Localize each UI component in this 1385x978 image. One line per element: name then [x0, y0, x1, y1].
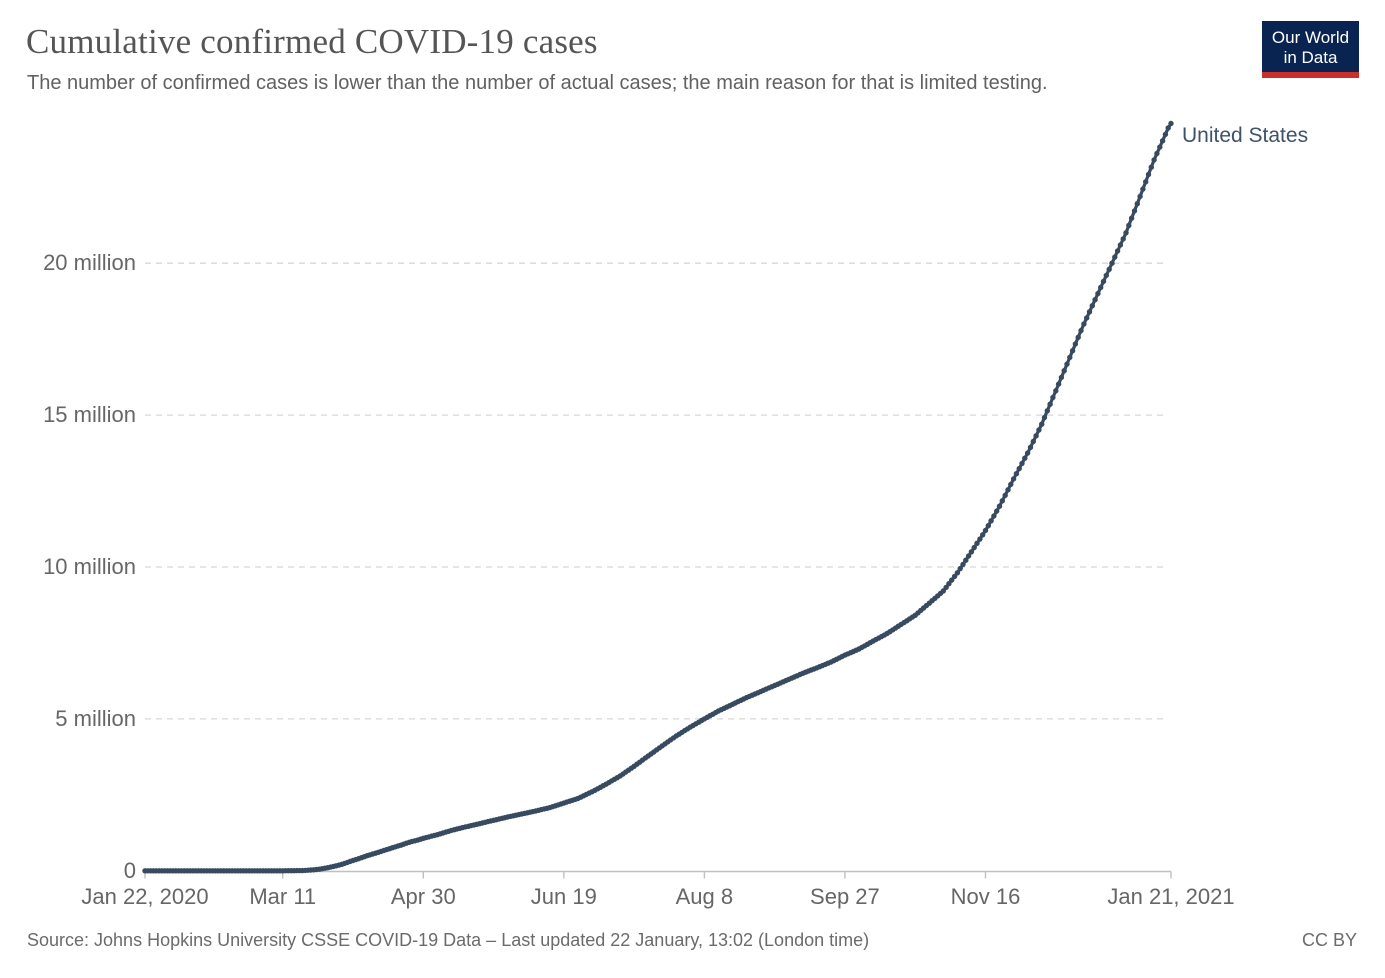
x-axis-tick-label: Jun 19	[530, 884, 597, 909]
x-axis-tick-label: Sep 27	[810, 884, 880, 909]
chart-subtitle: The number of confirmed cases is lower t…	[27, 72, 1048, 94]
x-axis-tick-label: Mar 11	[249, 884, 317, 909]
page-title: Cumulative confirmed COVID-19 cases	[26, 22, 598, 61]
license-link[interactable]: CC BY	[1301, 930, 1357, 950]
x-axis-tick-label: Nov 16	[950, 884, 1021, 909]
owid-logo[interactable]: Our World in Data	[1262, 21, 1359, 78]
gridlines	[145, 262, 1168, 720]
x-axis-tick-label: Jan 22, 2020	[81, 884, 209, 909]
y-axis-tick-label: 0	[123, 857, 136, 883]
source-attribution: Source: Johns Hopkins University CSSE CO…	[27, 930, 870, 950]
us-series-line	[142, 120, 1174, 874]
y-axis-tick-label: 20 million	[43, 250, 136, 276]
owid-logo-stripe	[1262, 72, 1359, 78]
y-axis-tick-label: 10 million	[43, 554, 136, 579]
owid-logo-line1: Our World	[1271, 28, 1350, 47]
y-axis-tick-label: 15 million	[43, 402, 136, 428]
owid-logo-line2: in Data	[1283, 48, 1338, 67]
y-axis-tick-label: 5 million	[55, 705, 136, 731]
x-axis-tick-label: Aug 8	[675, 884, 734, 909]
x-axis-tick-label: Jan 21, 2021	[1107, 884, 1235, 909]
series-entity-label[interactable]: United States	[1182, 124, 1309, 148]
x-axis-tick-label: Apr 30	[390, 884, 456, 909]
